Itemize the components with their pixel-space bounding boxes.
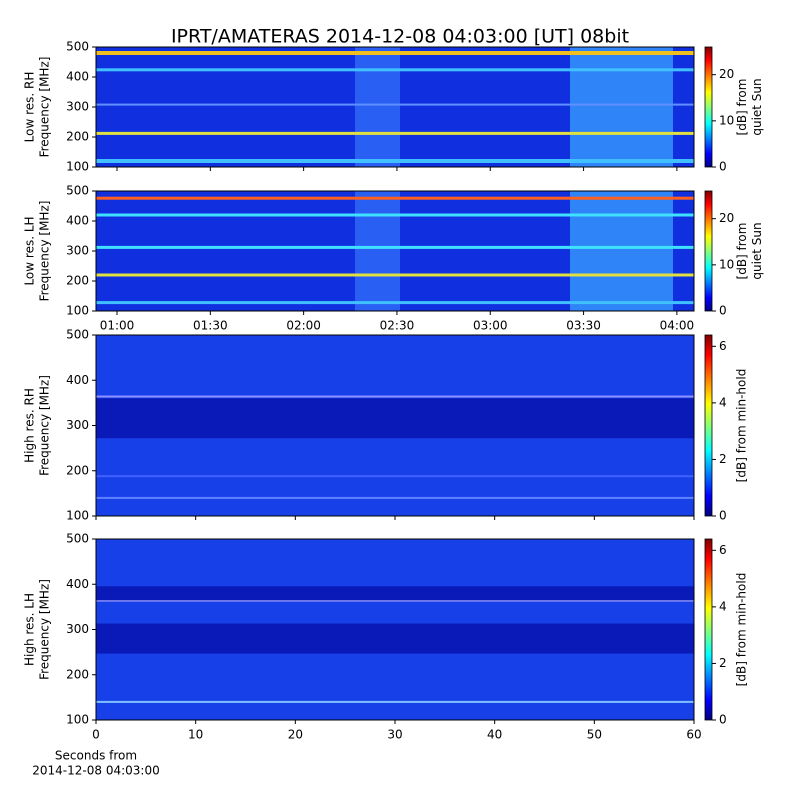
colorbar-tick-label: 0	[719, 160, 727, 174]
colorbar-tick-label: 20	[719, 67, 734, 81]
y-axis-label: High res. LH	[23, 593, 37, 666]
x-tick-label: 20	[288, 728, 303, 742]
x-tick-label: 03:00	[473, 319, 508, 333]
band	[96, 51, 694, 55]
band	[96, 398, 694, 439]
y-tick-label: 500	[66, 328, 89, 342]
x-tick-label: 04:00	[660, 319, 695, 333]
x-tick-label: 02:30	[380, 319, 415, 333]
y-tick-label: 300	[66, 622, 89, 636]
colorbar-tick-label: 4	[719, 395, 727, 409]
colorbar-tick-label: 6	[719, 339, 727, 353]
band	[96, 131, 694, 135]
colorbar-label: [dB] from	[735, 223, 749, 280]
band	[96, 301, 694, 305]
colorbar-label: quiet Sun	[750, 222, 764, 279]
y-axis-label: Frequency [MHz]	[38, 201, 52, 302]
colorbar-tick-label: 20	[719, 211, 734, 225]
y-tick-label: 200	[66, 463, 89, 477]
band	[96, 245, 694, 249]
y-tick-label: 300	[66, 244, 89, 258]
band	[96, 159, 694, 163]
colorbar-tick-label: 2	[719, 452, 727, 466]
colorbar-tick-label: 0	[719, 713, 727, 727]
y-tick-label: 400	[66, 577, 89, 591]
y-tick-label: 400	[66, 214, 89, 228]
y-axis-label: Frequency [MHz]	[38, 375, 52, 476]
y-tick-label: 200	[66, 667, 89, 681]
y-tick-label: 200	[66, 274, 89, 288]
y-tick-label: 300	[66, 418, 89, 432]
band	[96, 395, 694, 398]
band	[96, 273, 694, 277]
y-axis-label: Low res. LH	[23, 216, 37, 285]
y-tick-label: 300	[66, 100, 89, 114]
band	[96, 700, 694, 703]
colorbar-tick-label: 10	[719, 257, 734, 271]
y-tick-label: 100	[66, 304, 89, 318]
x-tick-label: 10	[188, 728, 203, 742]
y-axis-label: High res. RH	[23, 388, 37, 463]
colorbar	[704, 190, 713, 312]
y-tick-label: 400	[66, 70, 89, 84]
colorbar-tick-label: 2	[719, 656, 727, 670]
x-tick-label: 01:30	[193, 319, 228, 333]
burst-region	[570, 191, 673, 311]
colorbar-label: quiet Sun	[750, 78, 764, 135]
figure-title: IPRT/AMATERAS 2014-12-08 04:03:00 [UT] 0…	[171, 26, 629, 48]
bright-column	[355, 47, 400, 167]
y-tick-label: 200	[66, 130, 89, 144]
burst-region	[570, 47, 673, 167]
colorbar-tick-label: 10	[719, 113, 734, 127]
x-axis-label: 2014-12-08 04:03:00	[32, 764, 159, 778]
band	[96, 68, 694, 72]
x-tick-label: 60	[686, 728, 701, 742]
y-tick-label: 400	[66, 373, 89, 387]
bright-column	[355, 191, 400, 311]
colorbar-tick-label: 0	[719, 509, 727, 523]
y-axis-label: Low res. RH	[23, 72, 37, 143]
band	[96, 496, 694, 499]
colorbar-label: [dB] from min-hold	[735, 369, 749, 483]
colorbar-label: [dB] from min-hold	[735, 573, 749, 687]
y-tick-label: 500	[66, 184, 89, 198]
y-tick-label: 100	[66, 160, 89, 174]
x-tick-label: 30	[387, 728, 402, 742]
y-axis-label: Frequency [MHz]	[38, 57, 52, 158]
panel: 100 200 300 400 500 High res. RH Frequency [MH…	[23, 328, 749, 523]
colorbar	[704, 538, 713, 721]
x-tick-label: 02:00	[286, 319, 321, 333]
band	[96, 213, 694, 217]
y-tick-label: 500	[66, 532, 89, 546]
y-axis-label: Frequency [MHz]	[38, 579, 52, 680]
colorbar-tick-label: 0	[719, 304, 727, 318]
band	[96, 599, 694, 602]
x-tick-label: 50	[587, 728, 602, 742]
band	[96, 103, 694, 106]
x-tick-label: 40	[487, 728, 502, 742]
band	[96, 475, 694, 478]
colorbar-label: [dB] from	[735, 79, 749, 136]
y-tick-label: 100	[66, 509, 89, 523]
x-tick-label: 0	[92, 728, 100, 742]
colorbar	[704, 334, 713, 517]
colorbar	[704, 46, 713, 168]
x-axis-label: Seconds from	[55, 749, 137, 763]
colorbar-tick-label: 4	[719, 599, 727, 613]
x-tick-label: 01:00	[100, 319, 135, 333]
x-tick-label: 03:30	[566, 319, 601, 333]
y-tick-label: 500	[66, 40, 89, 54]
y-tick-label: 100	[66, 713, 89, 727]
band	[96, 623, 694, 654]
band	[96, 196, 694, 200]
colorbar-tick-label: 6	[719, 543, 727, 557]
band	[96, 586, 694, 601]
